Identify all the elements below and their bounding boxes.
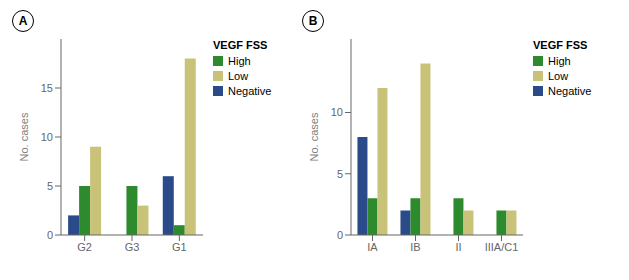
html-text:Negative: Negative [228,85,272,97]
svg-text:0: 0 [337,229,343,241]
html-text:Negative: Negative [548,85,592,97]
svg-text:5: 5 [337,168,343,180]
svg-text:IB: IB [410,241,420,253]
svg-text:10: 10 [331,106,343,118]
html-text:VEGF FSS: VEGF FSS [533,39,588,51]
html-text:VEGF FSS: VEGF FSS [213,39,268,51]
html-text:High: High [548,55,571,67]
svg-text:IA: IA [367,241,378,253]
svg-text:G2: G2 [77,241,92,253]
svg-text:15: 15 [41,82,53,94]
svg-text:G3: G3 [125,241,140,253]
svg-text:II: II [455,241,461,253]
html-text:B: B [308,14,318,28]
svg-text:G1: G1 [172,241,187,253]
svg-text:10: 10 [41,131,53,143]
html-text:High: High [228,55,251,67]
svg-text:5: 5 [47,180,53,192]
html-text:A: A [18,14,28,28]
html-text:Low: Low [228,70,249,82]
svg-text:No. cases: No. cases [18,112,30,161]
html-text:Low: Low [548,70,569,82]
svg-text:No. cases: No. cases [308,112,320,161]
svg-text:0: 0 [47,229,53,241]
svg-text:IIIA/C1: IIIA/C1 [485,241,519,253]
